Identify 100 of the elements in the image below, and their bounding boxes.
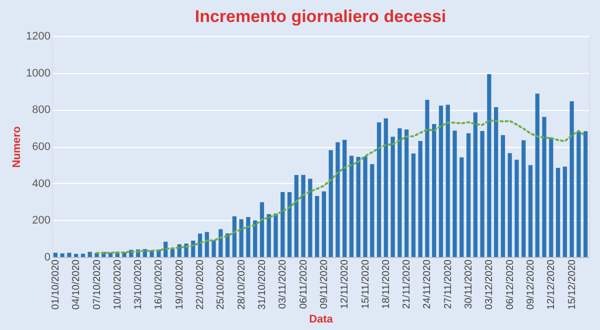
bar (549, 137, 554, 257)
bar (528, 165, 533, 257)
x-tick-label: 03/12/2020 (484, 259, 496, 310)
bar (314, 196, 320, 257)
bar (494, 107, 498, 257)
x-tick-label: 15/11/2020 (360, 259, 372, 309)
line-series (96, 120, 587, 254)
x-tick-label: 04/10/2020 (71, 259, 82, 310)
x-tick-label: 28/10/2020 (236, 259, 248, 310)
bar (473, 112, 478, 257)
x-tick-label: 31/10/2020 (256, 259, 268, 310)
y-tick-label: 1200 (26, 30, 50, 42)
bar (266, 214, 271, 257)
bar (336, 142, 340, 257)
bar (308, 178, 312, 257)
bar (418, 140, 422, 257)
bar (480, 131, 484, 257)
bar (514, 160, 519, 257)
bar (432, 124, 436, 257)
bar (390, 136, 395, 257)
bar (460, 157, 464, 257)
bar (88, 252, 92, 257)
x-tick-label: 07/10/2020 (92, 259, 103, 310)
bar (74, 254, 78, 257)
x-tick-label: 10/10/2020 (112, 259, 124, 310)
bar (404, 130, 409, 257)
bar (328, 150, 333, 257)
x-tick-label: 25/10/2020 (216, 259, 227, 310)
x-tick-label: 03/11/2020 (278, 259, 289, 309)
bar (322, 191, 326, 257)
bar (542, 116, 546, 257)
bar (487, 74, 492, 257)
x-tick-label: 15/12/2020 (566, 259, 578, 310)
bar (349, 156, 354, 257)
bar (67, 252, 72, 257)
bar (53, 252, 58, 257)
x-tick-label: 12/12/2020 (546, 259, 558, 310)
bar (198, 234, 202, 257)
x-tick-label: 09/12/2020 (525, 259, 536, 310)
bar (356, 156, 360, 257)
y-tick-label: 600 (32, 141, 50, 153)
bar (556, 168, 560, 257)
bar (583, 131, 588, 257)
bar (411, 154, 416, 257)
bar (239, 219, 244, 257)
x-tick-label: 21/11/2020 (402, 259, 413, 309)
x-tick-label: 27/11/2020 (442, 259, 454, 309)
bar (204, 232, 209, 257)
bar (452, 130, 457, 257)
x-tick-label: 12/11/2020 (340, 259, 351, 309)
bar (274, 214, 278, 257)
bar (522, 140, 526, 257)
x-tick-label: 30/11/2020 (464, 259, 475, 309)
y-tick-label: 1000 (26, 67, 50, 80)
bar (425, 100, 430, 257)
bar (60, 253, 64, 257)
bar (446, 104, 450, 257)
bar (508, 153, 512, 257)
x-tick-label: 06/12/2020 (504, 259, 516, 310)
y-tick-label: 800 (32, 104, 50, 116)
y-tick-label: 400 (32, 178, 50, 190)
bar (562, 166, 567, 257)
bar (280, 192, 285, 257)
bar (212, 240, 216, 257)
bar (301, 174, 306, 257)
bar (370, 164, 374, 257)
bar (225, 233, 230, 257)
bar (500, 135, 506, 257)
x-tick-label: 13/10/2020 (133, 259, 144, 310)
bar (398, 128, 402, 257)
bar (232, 216, 237, 257)
x-tick-label: 18/11/2020 (380, 259, 392, 309)
y-axis-title: Numero (11, 126, 24, 168)
x-tick-label: 09/11/2020 (318, 259, 330, 309)
bar (80, 254, 86, 257)
bar (570, 101, 574, 257)
bar (253, 220, 258, 257)
bar (260, 202, 264, 257)
y-tick-label: 0 (44, 252, 50, 264)
bar (363, 156, 368, 257)
x-tick-label: 22/10/2020 (195, 259, 206, 310)
x-tick-label: 16/10/2020 (154, 259, 165, 310)
bar (294, 175, 298, 257)
bar (246, 217, 250, 257)
bar (342, 140, 347, 257)
x-axis-title: Data (309, 314, 334, 326)
chart-title: Incremento giornaliero decessi (194, 7, 446, 26)
x-tick-label: 01/10/2020 (50, 259, 62, 310)
y-tick-label: 200 (32, 214, 50, 227)
bar (376, 122, 382, 257)
x-tick-label: 06/11/2020 (298, 259, 310, 309)
bar (576, 132, 581, 257)
bar (466, 133, 471, 257)
x-tick-label: 19/10/2020 (174, 259, 186, 310)
bar (384, 118, 388, 257)
bar (438, 106, 444, 257)
bar (287, 192, 292, 257)
x-tick-label: 24/11/2020 (422, 259, 434, 309)
bar (535, 94, 540, 257)
bar (218, 229, 223, 257)
